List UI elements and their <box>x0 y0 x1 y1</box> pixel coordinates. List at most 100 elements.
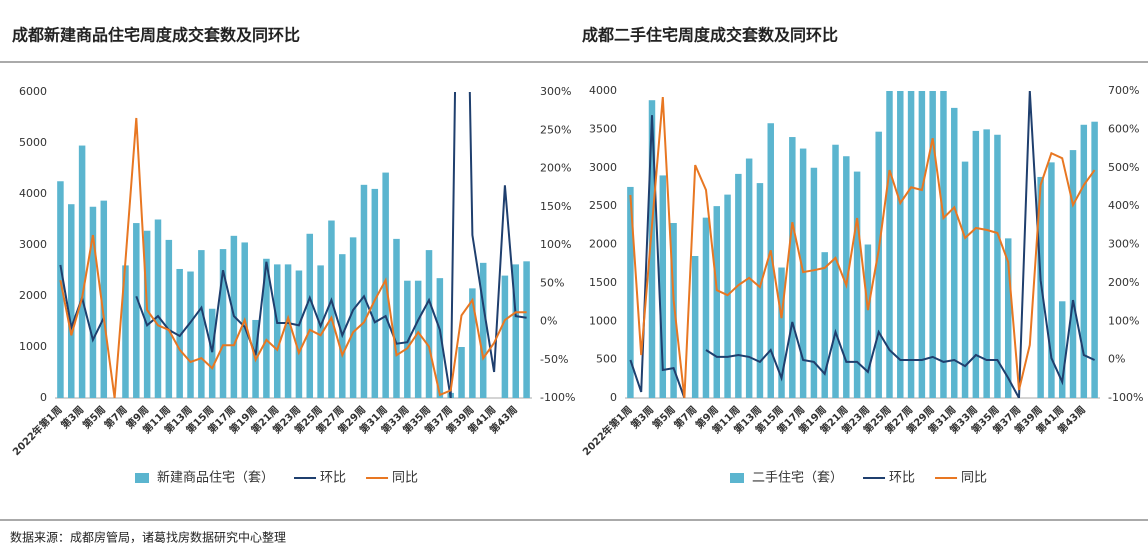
bar <box>778 267 785 398</box>
legend-swatch <box>135 473 149 483</box>
bar <box>1069 150 1077 398</box>
y-tick-label: 3500 <box>589 122 617 135</box>
y-tick-label: 0 <box>40 391 47 404</box>
bar <box>724 194 731 398</box>
bar <box>57 181 64 398</box>
bar <box>198 250 205 398</box>
bar <box>143 230 151 398</box>
y2-tick-label: 100% <box>1108 314 1139 327</box>
bar <box>1091 121 1098 398</box>
legend-label: 环比 <box>889 471 915 486</box>
y-tick-label: 3000 <box>19 238 47 251</box>
y2-tick-label: 300% <box>1108 238 1139 251</box>
y2-tick-label: 250% <box>540 123 571 136</box>
bar <box>907 91 915 398</box>
bar <box>940 91 947 398</box>
bar <box>479 262 487 398</box>
bar <box>627 186 634 398</box>
y2-tick-label: 200% <box>540 162 571 175</box>
bar <box>501 275 509 398</box>
y-tick-label: 2000 <box>589 238 617 251</box>
bar <box>983 129 990 398</box>
x-tick-label: 第5周 <box>650 403 678 431</box>
bar <box>821 252 828 398</box>
y-tick-label: 1500 <box>589 276 617 289</box>
bar <box>756 183 764 398</box>
line-series <box>59 117 527 398</box>
x-tick-label: 2022年第1周 <box>10 403 65 458</box>
legend-label: 同比 <box>961 471 987 486</box>
bar <box>176 268 183 398</box>
bar <box>1058 301 1066 398</box>
y-tick-label: 5000 <box>19 136 47 149</box>
y2-tick-label: 150% <box>540 200 571 213</box>
bar <box>349 237 357 398</box>
bar <box>832 144 839 398</box>
y2-tick-label: 300% <box>540 85 571 98</box>
bar <box>436 278 444 398</box>
x-tick-label: 2022年第1周 <box>580 403 635 458</box>
bar <box>68 204 75 398</box>
bar <box>154 219 162 398</box>
bar <box>425 250 433 398</box>
bar <box>886 91 893 398</box>
x-tick-label: 第3周 <box>628 403 656 431</box>
bar <box>972 130 980 398</box>
line-series <box>629 97 1096 398</box>
bar <box>328 220 335 398</box>
bar <box>659 175 667 398</box>
legend-label: 环比 <box>320 471 346 486</box>
bar <box>523 261 530 398</box>
bar <box>929 91 936 398</box>
y-tick-label: 2500 <box>589 199 617 212</box>
bar <box>1005 238 1012 398</box>
y-tick-label: 3000 <box>589 161 617 174</box>
legend-label: 二手住宅（套） <box>752 470 843 486</box>
bar <box>295 270 303 398</box>
x-tick-label: 第7周 <box>101 403 129 431</box>
bar <box>864 244 872 398</box>
legend-swatch <box>730 473 744 483</box>
x-tick-label: 第3周 <box>58 403 86 431</box>
y2-tick-label: 500% <box>1108 161 1139 174</box>
x-tick-label: 第7周 <box>671 403 699 431</box>
y-tick-label: 1000 <box>589 314 617 327</box>
source-note: 数据来源：成都房管局，诸葛找房数据研究中心整理 <box>10 530 286 545</box>
bar <box>702 217 710 398</box>
legend-label: 新建商品住宅（套） <box>157 470 274 486</box>
bar <box>875 131 882 398</box>
bar <box>263 258 270 398</box>
bar <box>713 206 720 398</box>
bar <box>404 280 411 398</box>
bar <box>670 223 677 398</box>
y-tick-label: 0 <box>610 391 617 404</box>
y2-tick-label: -50% <box>540 353 568 366</box>
y2-tick-label: 400% <box>1108 199 1139 212</box>
bar <box>187 271 194 398</box>
bar <box>767 123 774 398</box>
bar <box>360 184 368 398</box>
bar <box>810 167 818 398</box>
bar <box>306 233 314 398</box>
y2-tick-label: 200% <box>1108 276 1139 289</box>
bar <box>918 91 926 398</box>
bar <box>393 238 400 398</box>
bar <box>897 91 904 398</box>
bar <box>994 134 1001 398</box>
bar <box>219 249 227 398</box>
chart-title: 成都二手住宅周度成交套数及同环比 <box>582 26 838 45</box>
y-tick-label: 4000 <box>19 187 47 200</box>
bar <box>843 156 850 398</box>
bar <box>122 265 129 398</box>
bar <box>799 148 807 398</box>
y2-tick-label: -100% <box>1108 391 1143 404</box>
bar <box>133 223 140 398</box>
bar <box>100 200 108 398</box>
bar <box>691 256 699 398</box>
bar <box>208 308 216 398</box>
x-tick-label: 第5周 <box>80 403 108 431</box>
bar <box>961 161 969 398</box>
bar <box>414 280 422 398</box>
legend-label: 同比 <box>392 471 418 486</box>
y2-tick-label: 100% <box>540 238 571 251</box>
